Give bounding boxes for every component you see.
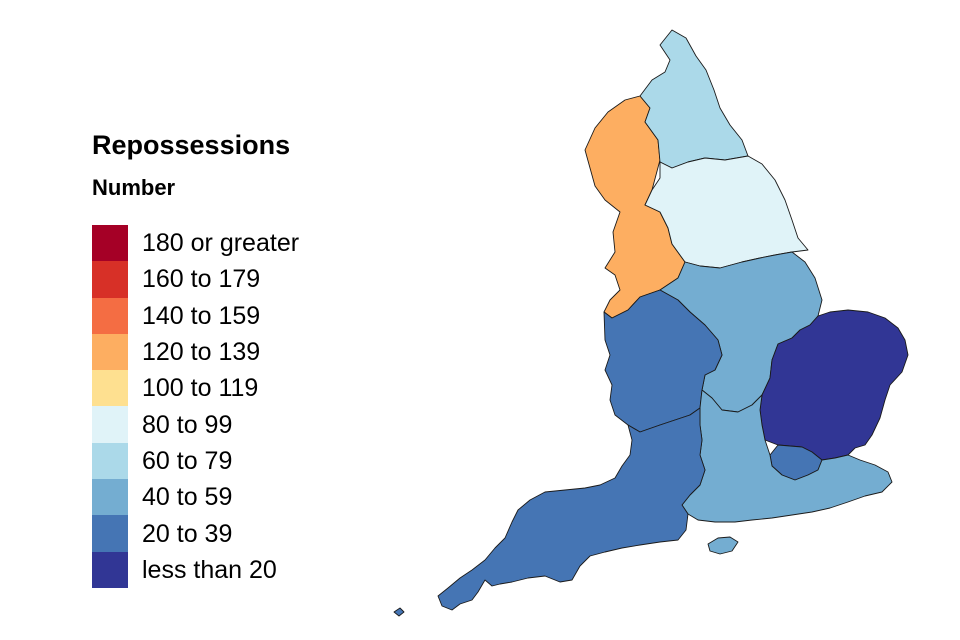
legend-item: 100 to 119 bbox=[92, 370, 299, 407]
legend-item: 160 to 179 bbox=[92, 261, 299, 298]
legend-swatch bbox=[92, 297, 128, 334]
legend-swatch bbox=[92, 479, 128, 516]
legend-items: 180 or greater 160 to 179 140 to 159 120… bbox=[92, 225, 299, 588]
legend-item: 80 to 99 bbox=[92, 406, 299, 443]
legend-swatch bbox=[92, 225, 128, 262]
legend-title: Repossessions bbox=[92, 130, 291, 160]
legend-item: 60 to 79 bbox=[92, 442, 299, 480]
legend-swatch bbox=[92, 515, 128, 552]
legend-item: 20 to 39 bbox=[92, 515, 299, 552]
legend-item: 140 to 159 bbox=[92, 297, 299, 334]
legend-item: 180 or greater bbox=[92, 225, 300, 262]
legend-label: less than 20 bbox=[142, 555, 277, 584]
legend-label: 120 to 139 bbox=[142, 338, 261, 367]
legend-item: less than 20 bbox=[92, 551, 299, 588]
legend-label: 40 to 59 bbox=[142, 483, 233, 512]
legend-swatch bbox=[92, 333, 128, 371]
legend-label: 20 to 39 bbox=[142, 519, 233, 548]
legend-subtitle: Number bbox=[92, 175, 176, 200]
legend-swatch bbox=[92, 370, 128, 407]
legend-label: 140 to 159 bbox=[142, 301, 261, 330]
legend-label: 100 to 119 bbox=[142, 374, 259, 403]
legend-label: 160 to 179 bbox=[142, 265, 261, 294]
region-south-west-scilly-isles[interactable] bbox=[393, 607, 405, 617]
legend-item: 40 to 59 bbox=[92, 479, 299, 516]
legend-label: 180 or greater bbox=[142, 229, 300, 258]
legend-label: 60 to 79 bbox=[142, 446, 233, 475]
legend-swatch bbox=[92, 442, 128, 480]
legend-swatch bbox=[92, 261, 128, 298]
legend-swatch bbox=[92, 406, 128, 443]
region-south-east-isle-of-wight[interactable] bbox=[707, 536, 739, 555]
legend-item: 120 to 139 bbox=[92, 333, 299, 371]
legend: Repossessions Number 180 or greater 160 … bbox=[92, 128, 352, 588]
region-south-west[interactable] bbox=[437, 407, 706, 611]
legend-swatch bbox=[92, 551, 128, 588]
legend-label: 80 to 99 bbox=[142, 410, 233, 439]
